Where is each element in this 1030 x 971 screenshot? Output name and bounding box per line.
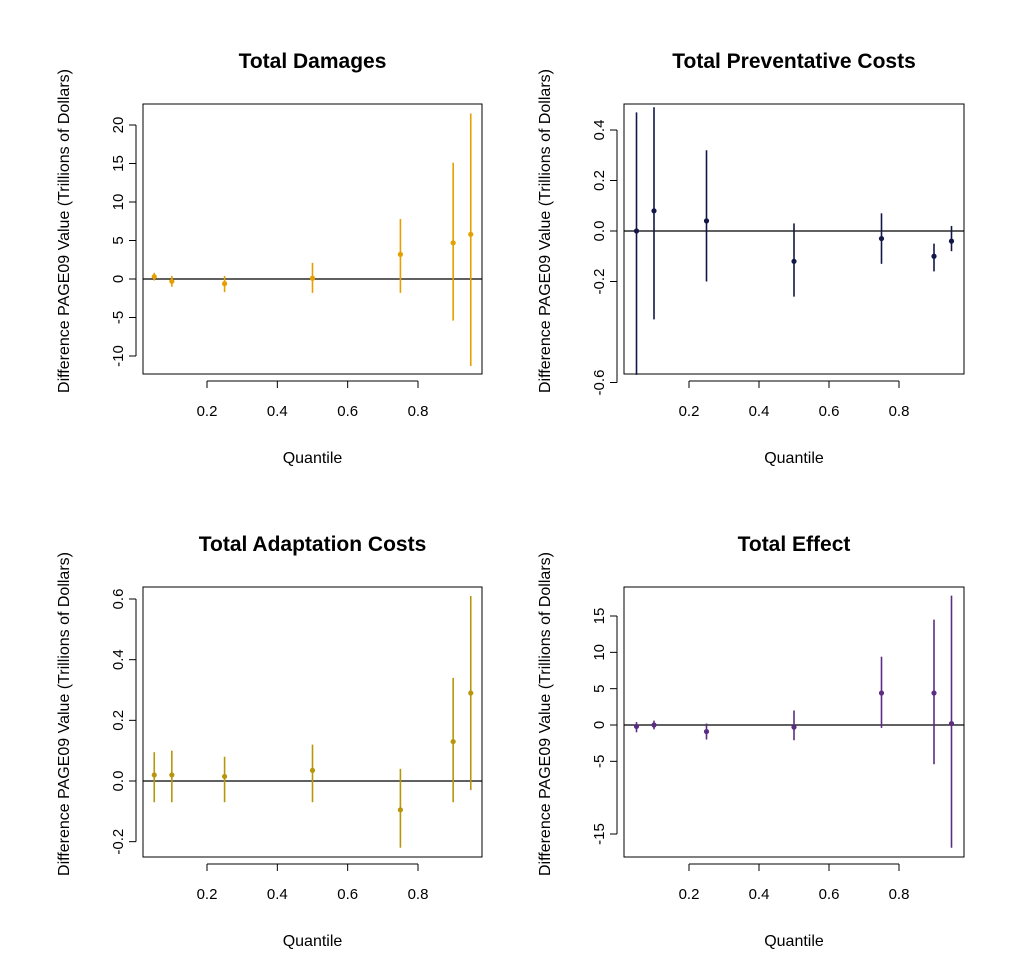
x-tick-label: 0.4 (267, 886, 288, 903)
y-tick-label: 5 (110, 236, 127, 244)
data-point (468, 690, 474, 696)
y-axis: -0.2 0.0 0.2 0.4 0.6 (110, 589, 137, 855)
y-tick-label: 0.4 (591, 120, 608, 141)
y-axis-label: Difference PAGE09 Value (Trillions of Do… (537, 552, 554, 876)
panel-3: Total Adaptation Costs 0.2 0.4 0.6 0.8 Quanti… (56, 533, 483, 950)
y-tick-label: 10 (110, 194, 127, 211)
y-axis: -15 -5 0 5 10 15 (591, 608, 618, 845)
x-axis: 0.2 0.4 0.6 0.8 (197, 863, 429, 903)
plot-frame (142, 586, 483, 858)
y-tick-label: 10 (591, 644, 608, 661)
data-point (309, 767, 316, 773)
y-tick-label: 0.0 (110, 771, 127, 792)
data-point (878, 690, 885, 696)
panel-1: Total Damages 0.2 0.4 0.6 0.8 Quantile -10 -5 0 5… (56, 50, 483, 467)
x-tick-label: 0.6 (819, 403, 840, 420)
x-tick-label: 0.4 (749, 403, 770, 420)
x-axis-label: Quantile (764, 933, 824, 950)
x-tick-label: 0.8 (408, 886, 429, 903)
data-point (221, 281, 228, 287)
plot-frame (623, 103, 965, 375)
data-point (651, 722, 657, 728)
data-point (791, 258, 797, 264)
data-point (703, 218, 710, 224)
x-tick-label: 0.6 (819, 886, 840, 903)
x-tick-label: 0.2 (679, 886, 700, 903)
y-tick-label: 0 (110, 275, 127, 283)
x-axis: 0.2 0.4 0.6 0.8 (679, 380, 910, 420)
y-tick-label: 0.2 (591, 170, 608, 191)
y-tick-label: -0.2 (591, 269, 608, 295)
plot-frame (623, 586, 965, 858)
y-tick-label: 0.6 (110, 589, 127, 610)
data-point (791, 724, 797, 730)
x-tick-label: 0.2 (197, 886, 218, 903)
y-axis-label: Difference PAGE09 Value (Trillions of Do… (56, 69, 73, 393)
data-point (948, 720, 955, 727)
y-tick-label: -0.6 (591, 370, 608, 396)
x-tick-label: 0.6 (337, 886, 358, 903)
y-tick-label: 0.4 (110, 649, 127, 670)
y-tick-label: 0.2 (110, 710, 127, 731)
panel-title: Total Effect (738, 533, 851, 556)
x-axis-label: Quantile (764, 450, 824, 467)
x-tick-label: 0.8 (889, 886, 910, 903)
y-tick-label: 15 (110, 155, 127, 172)
data-point (948, 238, 955, 244)
y-axis: -0.6 -0.2 0.0 0.2 0.4 (591, 120, 618, 396)
y-tick-label: 20 (110, 117, 127, 134)
x-tick-label: 0.2 (679, 403, 700, 420)
data-point (309, 275, 316, 281)
data-point (931, 690, 937, 696)
y-axis-label: Difference PAGE09 Value (Trillions of Do… (537, 69, 554, 393)
data-point (397, 251, 404, 257)
data-point (878, 235, 885, 242)
data-point (651, 208, 657, 214)
data-point (450, 738, 456, 745)
x-axis: 0.2 0.4 0.6 0.8 (679, 863, 910, 903)
panel-title: Total Adaptation Costs (199, 533, 427, 556)
y-tick-label: 0.0 (591, 221, 608, 242)
x-tick-label: 0.8 (889, 403, 910, 420)
x-axis-label: Quantile (283, 450, 343, 467)
y-tick-label: -15 (591, 823, 608, 845)
plot-frame (142, 103, 483, 375)
y-tick-label: -5 (110, 311, 127, 324)
data-point (397, 807, 404, 813)
y-axis: -10 -5 0 5 10 15 20 (110, 117, 137, 367)
y-tick-label: -0.2 (110, 829, 127, 855)
data-point (468, 231, 474, 237)
x-tick-label: 0.8 (408, 403, 429, 420)
y-tick-label: 0 (591, 721, 608, 729)
data-point (450, 240, 456, 246)
x-tick-label: 0.4 (749, 886, 770, 903)
data-point (221, 773, 228, 780)
data-point (151, 274, 157, 280)
x-tick-label: 0.4 (267, 403, 288, 420)
data-point (633, 228, 640, 234)
panel-title: Total Preventative Costs (672, 50, 916, 73)
y-axis-label: Difference PAGE09 Value (Trillions of Do… (56, 552, 73, 876)
x-tick-label: 0.2 (197, 403, 218, 420)
y-tick-label: 5 (591, 684, 608, 692)
x-axis-label: Quantile (283, 933, 343, 950)
data-point (703, 728, 710, 735)
panel-title: Total Damages (239, 50, 387, 73)
x-axis: 0.2 0.4 0.6 0.8 (197, 380, 429, 420)
y-tick-label: -10 (110, 345, 127, 367)
y-tick-label: 15 (591, 608, 608, 625)
data-point (169, 278, 175, 284)
panel-2: Total Preventative Costs 0.2 0.4 0.6 0.8 Quan… (537, 50, 965, 467)
data-point (633, 723, 640, 730)
x-tick-label: 0.6 (337, 403, 358, 420)
data-point (931, 253, 937, 259)
panel-4: Total Effect 0.2 0.4 0.6 0.8 Quantile -15 -5 0 5 1… (537, 533, 965, 950)
data-point (151, 772, 157, 778)
y-tick-label: -5 (591, 755, 608, 768)
data-point (169, 772, 175, 778)
